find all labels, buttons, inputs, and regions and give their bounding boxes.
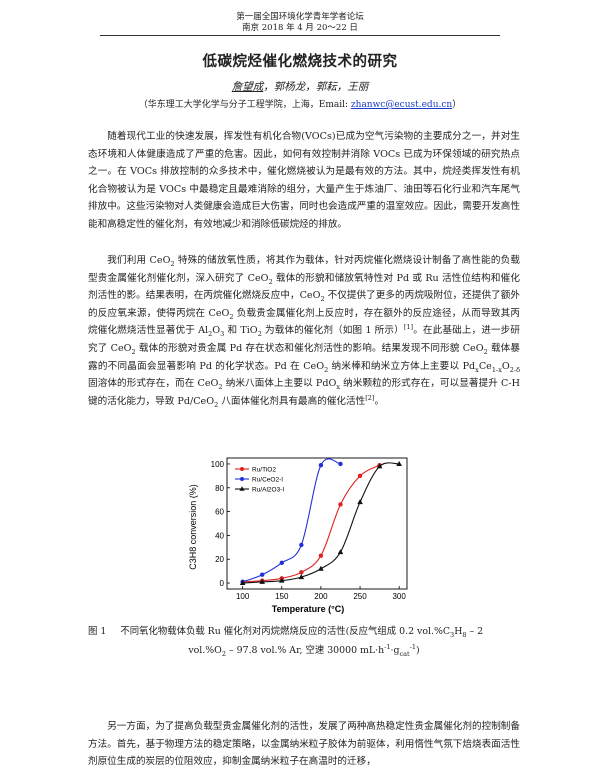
x-tick-label: 100	[236, 592, 250, 601]
caption-label: 图 1	[88, 626, 107, 637]
citation-2[interactable]: [2]	[365, 393, 375, 402]
series-point	[318, 565, 324, 571]
series-point	[299, 542, 304, 548]
affiliation-text: （华东理工大学化学与分子工程学院，上海，Email:	[138, 100, 349, 110]
figure-caption: 图 1 不同氧化物载体负载 Ru 催化剂对丙烷燃烧反应的活性(反应气组成 0.2 …	[88, 626, 484, 658]
paper-title: 低碳烷烃催化燃烧技术的研究	[202, 53, 398, 70]
series-point	[337, 549, 344, 555]
header-rule	[100, 35, 500, 36]
conference-name: 第一届全国环境化学青年学者论坛	[236, 12, 364, 22]
affiliation: （华东理工大学化学与分子工程学院，上海，Email: zhanwc@ecust.…	[0, 97, 600, 110]
series-point	[299, 570, 304, 575]
x-tick-label: 300	[392, 592, 406, 601]
conversion-chart: 100 150 200 250 300 0 20 40 60 80 100 Ru/TiO2 Ru/Ce…	[188, 457, 408, 614]
x-tick-label: 250	[353, 592, 367, 601]
paragraph-intro: 随着现代工业的快速发展，挥发性有机化合物(VOCs)已成为空气污染物的主要成分之…	[88, 131, 520, 230]
paragraph-stability: 另一方面，为了提高负载型贵金属催化剂的活性，发展了两种高热稳定性贵金属催化剂的控…	[88, 721, 520, 768]
y-axis-label: C3H8 conversion (%)	[188, 484, 198, 570]
legend-label: Ru/TiO2	[252, 467, 276, 474]
y-tick-label: 0	[220, 579, 225, 588]
citation-1[interactable]: [1]	[403, 323, 414, 332]
x-tick-label: 150	[275, 592, 289, 601]
chart-plot-area	[239, 458, 402, 586]
series-point	[278, 577, 285, 583]
series-point	[318, 553, 324, 558]
series-point	[279, 560, 284, 565]
email-link[interactable]: zhanwc@ecust.edu.cn	[350, 100, 453, 110]
x-axis-label: Temperature (°C)	[272, 604, 344, 614]
series-point	[357, 499, 363, 505]
chart-axes: 100 150 200 250 300 0 20 40 60 80 100	[211, 457, 408, 601]
conference-location-date: 南京 2018 年 4 月 20～22 日	[242, 23, 358, 33]
series-point	[260, 572, 265, 577]
legend-label: Ru/Al2O3-I	[252, 487, 284, 494]
y-tick-label: 40	[215, 531, 224, 540]
series-point	[338, 502, 343, 507]
x-tick-label: 200	[314, 592, 328, 601]
legend-label: Ru/CeO2-I	[252, 477, 283, 484]
legend-marker	[239, 486, 245, 491]
paragraph-ceo2-study: 我们利用 CeO2 特殊的储放氧性质，将其作为载体，针对丙烷催化燃烧设计制备了高…	[88, 255, 521, 409]
series-point	[338, 461, 343, 467]
legend-marker	[240, 467, 244, 471]
author-list: 詹望成，郭杨龙，郭耘，王丽	[0, 79, 600, 94]
chart-legend: Ru/TiO2 Ru/CeO2-I Ru/Al2O3-I	[235, 467, 284, 494]
series-point	[318, 462, 324, 468]
plot-frame	[226, 457, 408, 590]
first-author: 詹望成	[231, 81, 264, 93]
affiliation-close: ）	[452, 100, 462, 110]
series-point	[376, 463, 383, 469]
series-point	[259, 578, 266, 584]
legend-marker	[240, 477, 244, 481]
series-point	[357, 473, 363, 479]
series-point	[298, 574, 305, 580]
y-tick-label: 100	[211, 460, 225, 469]
y-tick-label: 20	[215, 555, 224, 564]
other-authors: ，郭杨龙，郭耘，王丽	[263, 81, 369, 93]
y-tick-label: 80	[215, 484, 224, 493]
y-tick-label: 60	[215, 508, 224, 517]
series-point	[239, 580, 246, 586]
series-point	[396, 460, 402, 466]
